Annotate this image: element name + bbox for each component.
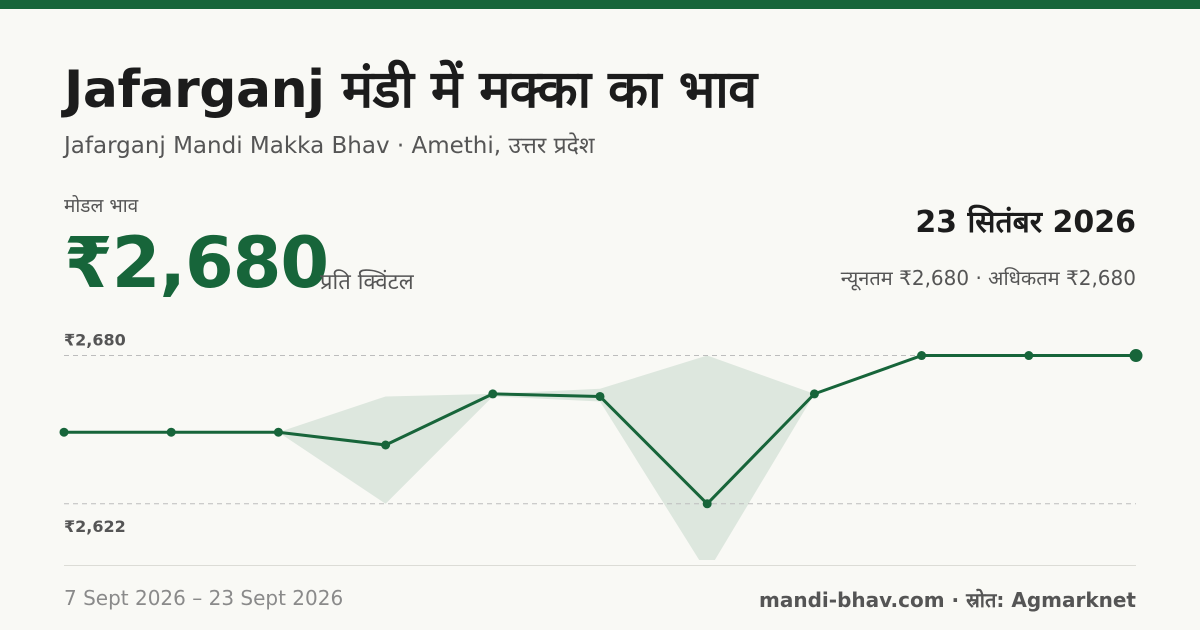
min-max-band — [64, 355, 1136, 560]
data-point — [381, 440, 391, 450]
data-point — [273, 427, 283, 437]
page-title: Jafarganj मंडी में मक्का का भाव — [64, 60, 757, 120]
min-max-range: न्यूनतम ₹2,680 · अधिकतम ₹2,680 — [840, 266, 1136, 290]
data-point — [809, 389, 819, 399]
data-point — [1024, 351, 1034, 361]
data-point — [1129, 349, 1143, 363]
data-point — [488, 389, 498, 399]
page-subtitle: Jafarganj Mandi Makka Bhav · Amethi, उत्… — [64, 133, 595, 159]
data-point — [595, 391, 605, 401]
y-tick-label: ₹2,622 — [64, 517, 126, 536]
price-series-line — [62, 354, 1138, 506]
top-accent-bar — [0, 0, 1200, 9]
footer-date-range: 7 Sept 2026 – 23 Sept 2026 — [64, 586, 344, 610]
series-line-layer — [62, 354, 1138, 506]
price-date: 23 सितंबर 2026 — [915, 205, 1136, 240]
y-tick-label: ₹2,680 — [64, 331, 126, 350]
modal-price-label: मोडल भाव — [64, 195, 139, 217]
price-trend-chart: ₹2,680 ₹2,622 — [59, 331, 1143, 560]
min-max-band-layer — [64, 355, 1136, 560]
data-point — [166, 427, 176, 437]
footer-source: mandi-bhav.com · स्रोत: Agmarknet — [759, 588, 1136, 612]
data-point — [59, 427, 69, 437]
price-unit: प्रति क्विंटल — [320, 270, 414, 295]
footer-divider — [64, 565, 1136, 566]
data-point — [917, 351, 927, 361]
modal-price-value: ₹2,680 — [64, 222, 329, 304]
data-point-layer — [59, 349, 1143, 509]
data-point — [702, 499, 712, 509]
